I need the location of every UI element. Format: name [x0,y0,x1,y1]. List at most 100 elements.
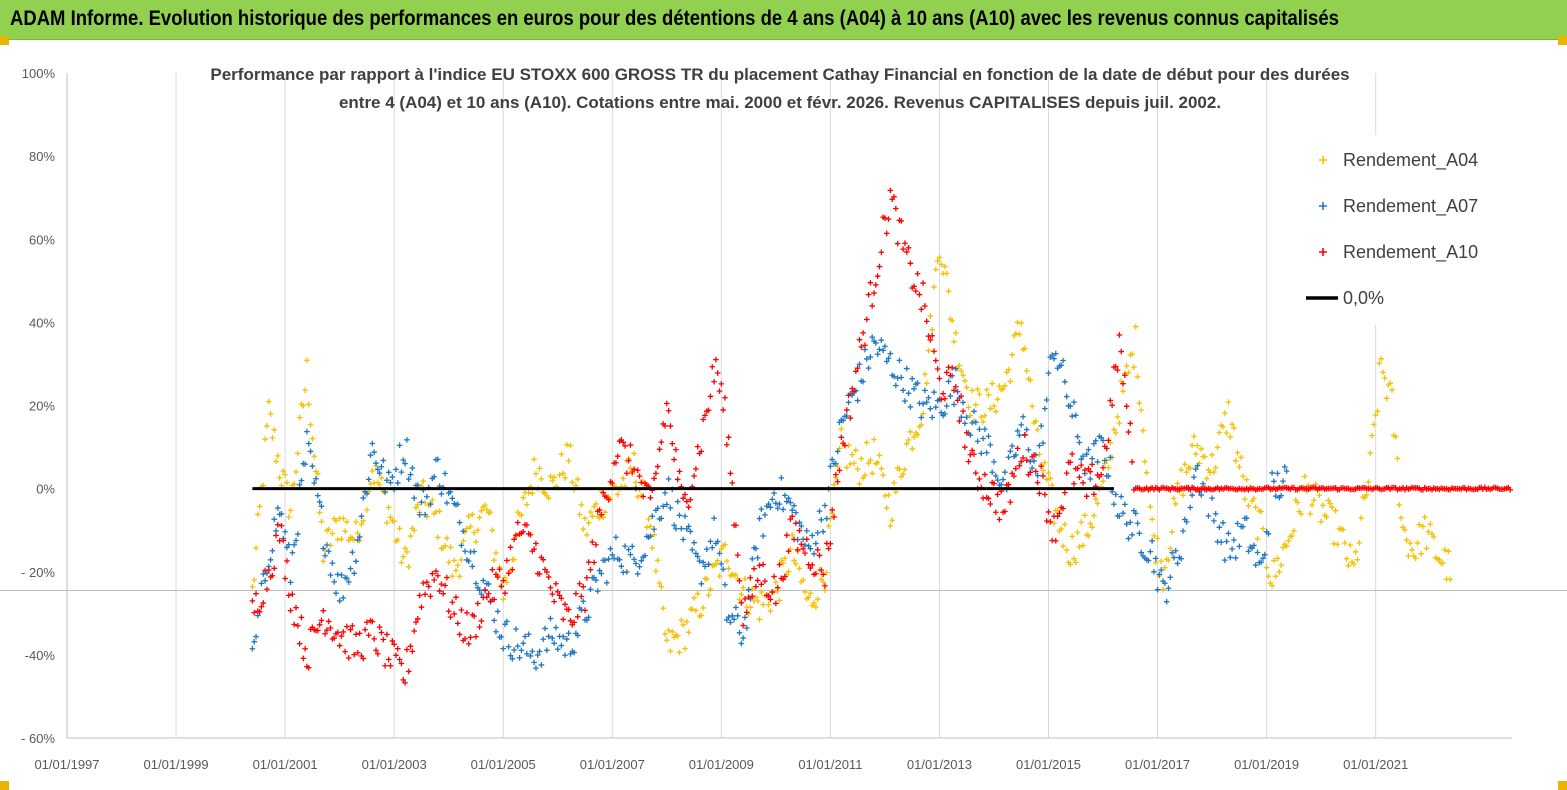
data-point [287,607,294,614]
x-tick-label: 01/01/2005 [471,757,536,772]
data-point [411,628,417,634]
data-point [491,617,497,624]
data-point [756,562,763,569]
data-point [1152,555,1159,562]
data-point [1045,470,1052,476]
data-point [918,414,925,421]
data-point [883,230,890,237]
data-point [1291,528,1297,534]
data-point [295,531,301,537]
data-point [567,618,574,624]
x-tick-label: 01/01/2021 [1343,757,1408,772]
data-point [914,380,921,386]
data-point [664,637,670,644]
data-point [325,526,332,533]
data-point [649,545,656,551]
data-point [1022,431,1028,438]
data-point [660,605,666,612]
data-point [1112,363,1119,370]
data-point [1034,479,1041,486]
data-point [1227,434,1234,440]
data-point [327,625,334,631]
data-point [847,415,854,421]
data-point [1129,459,1135,465]
data-point [340,595,347,601]
data-point [1042,459,1048,466]
data-point [1220,424,1226,430]
data-point [1174,560,1181,567]
data-point [396,442,403,449]
data-point [531,456,537,463]
data-point [769,496,776,503]
data-point [1067,561,1074,568]
data-point [769,589,776,595]
data-point [951,387,957,394]
data-point [384,631,390,638]
data-point [834,478,841,485]
data-point [1012,452,1019,458]
data-point [591,559,597,566]
data-point [898,218,905,224]
data-point [618,563,625,570]
data-point [573,590,579,597]
data-point [1092,496,1099,502]
data-point [1091,440,1097,447]
data-point [694,590,701,597]
data-point [1251,495,1257,502]
data-point [1136,400,1143,407]
data-point [285,541,292,548]
data-point [998,481,1005,488]
data-point [1254,536,1261,542]
data-point [1122,501,1128,508]
data-point [782,573,788,580]
data-point [969,420,975,426]
data-point [293,469,299,475]
data-point [1191,474,1197,480]
data-point [345,579,352,585]
data-point [1194,442,1201,449]
data-point [313,475,319,482]
data-point [356,534,363,540]
data-point [498,583,505,590]
data-point [1229,546,1235,552]
data-point [353,519,359,525]
data-point [943,270,950,277]
corner-marker-br [1558,781,1567,790]
data-point [614,453,621,459]
data-point [1116,332,1123,338]
data-point [922,303,928,309]
data-point [1078,456,1085,463]
data-point [1441,546,1448,553]
data-point [953,383,959,390]
data-point [929,414,935,421]
data-point [336,598,343,604]
data-point [434,456,441,463]
data-point [438,581,445,587]
data-point [992,509,999,516]
data-point [1252,504,1259,511]
data-point [1063,470,1070,476]
data-point [1169,529,1175,535]
data-point [1309,502,1315,508]
data-point [711,515,717,522]
data-point [649,513,656,520]
data-point [271,565,278,572]
data-point [1092,437,1099,444]
data-point [736,596,743,603]
data-point [304,428,310,435]
x-tick-label: 01/01/1997 [34,757,99,772]
data-point [913,288,919,294]
data-point [1183,469,1190,475]
data-point [291,481,298,487]
data-point [860,330,866,336]
data-point [1327,500,1334,507]
data-point [896,466,903,472]
data-point [331,579,337,585]
data-point [820,571,826,578]
data-point [1032,468,1039,475]
data-point [464,610,470,616]
data-point [805,594,812,601]
data-point [482,587,488,593]
data-point [331,635,337,641]
data-point [1029,465,1035,471]
